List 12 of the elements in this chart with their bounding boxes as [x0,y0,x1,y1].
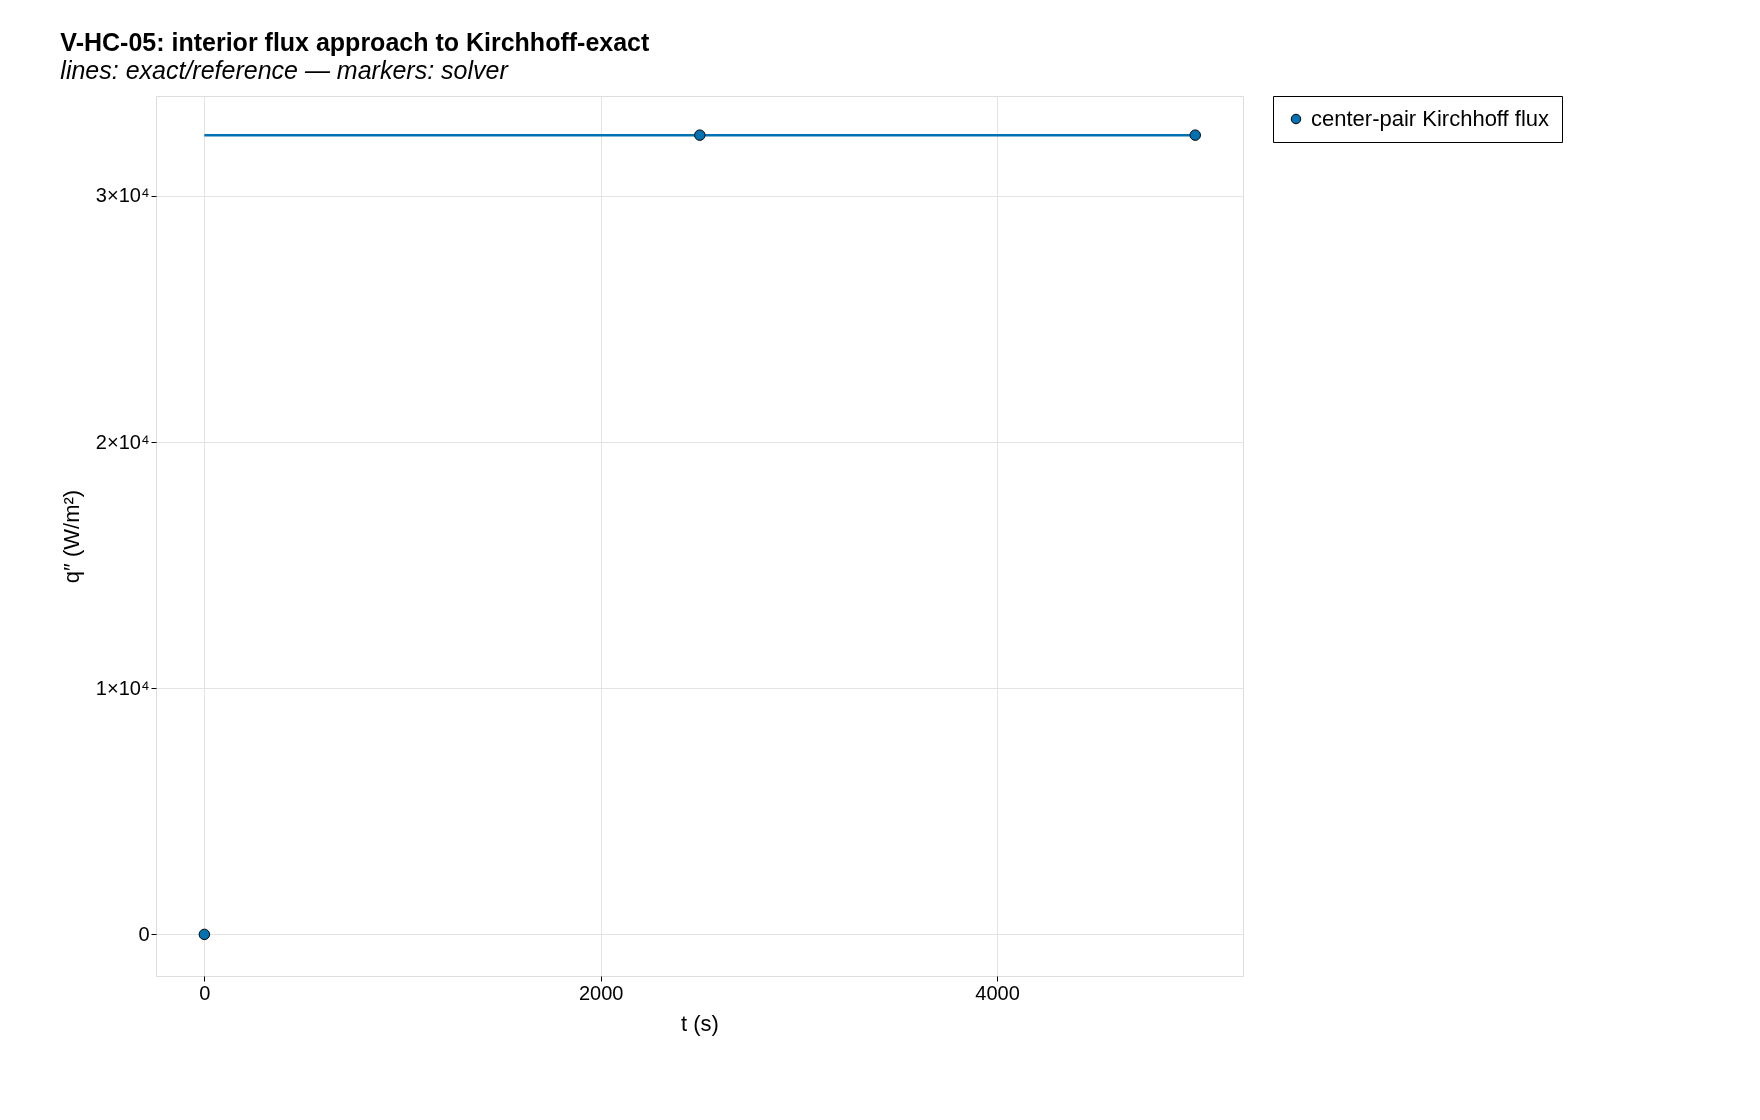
y-axis-title: q″ (W/m²) [58,489,84,584]
x-tick-label: 2000 [578,981,624,1004]
y-tick-label: 1×10⁴ [95,676,150,699]
x-axis-title: t (s) [681,1010,719,1036]
x-tick-label: 4000 [975,981,1020,1004]
legend-label: center-pair Kirchhoff flux [1311,106,1550,131]
y-tick-label: 0 [138,922,150,945]
chart-title: V-HC-05: interior flux approach to Kirchhoff-exact [60,27,650,56]
chart-subtitle: lines: exact/reference — markers: solver [60,55,510,84]
y-tick-label: 3×10⁴ [95,184,150,207]
x-tick-label: 0 [199,981,211,1004]
y-tick-label: 2×10⁴ [95,430,150,453]
